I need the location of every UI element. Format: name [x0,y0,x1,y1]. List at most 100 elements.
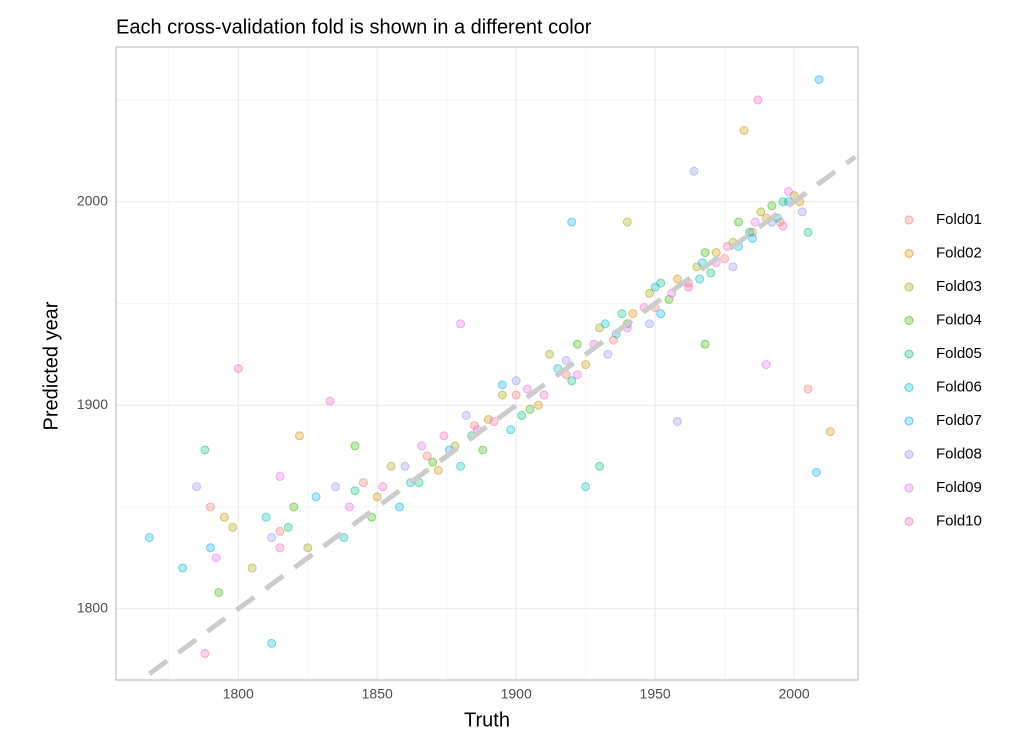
point [728,262,738,272]
point [767,201,777,211]
point [720,254,730,264]
point [344,502,354,512]
point [456,461,466,471]
point [572,339,582,349]
y-tick-label: 2000 [77,192,108,208]
point [506,425,516,435]
point [600,319,610,329]
point [825,427,835,437]
legend-swatch [904,282,914,292]
point [672,274,682,284]
legend-label: Fold05 [936,345,982,362]
point [233,364,243,374]
point [622,217,632,227]
point [350,441,360,451]
point [753,95,763,105]
point [428,457,438,467]
point [522,384,532,394]
point [761,360,771,370]
point [461,410,471,420]
point [289,502,299,512]
point [561,355,571,365]
point [811,467,821,477]
identity-line [147,154,857,676]
point [303,543,313,553]
point [797,207,807,217]
point [778,221,788,231]
point [572,370,582,380]
point [567,217,577,227]
chart-subtitle: Each cross-validation fold is shown in a… [116,16,592,38]
point [275,471,285,481]
point [331,482,341,492]
legend-label: Fold10 [936,512,982,529]
point [511,376,521,386]
point [700,248,710,258]
point [247,563,257,573]
point [803,227,813,237]
legend-label: Fold07 [936,412,982,429]
point [711,248,721,258]
point [617,309,627,319]
point [219,512,229,522]
x-axis-title: Truth [464,709,510,731]
point [814,75,824,85]
legend-swatch [904,416,914,426]
point [267,533,277,543]
point [386,461,396,471]
point [567,376,577,386]
x-tick-label: 1900 [501,686,532,702]
point [628,309,638,319]
point [656,309,666,319]
point [750,217,760,227]
point [511,390,521,400]
point [581,482,591,492]
point [417,441,427,451]
point [734,217,744,227]
point [478,445,488,455]
y-tick-label: 1800 [77,599,108,615]
legend-swatch [904,383,914,392]
point [645,319,655,329]
point [400,461,410,471]
legend-label: Fold09 [936,479,982,496]
point [489,417,499,427]
legend-label: Fold08 [936,445,982,462]
x-tick-label: 1950 [640,686,671,702]
point [358,478,368,488]
legend-swatch [904,349,914,359]
point [283,522,293,532]
point [200,649,210,659]
point [533,400,543,410]
point [378,482,388,492]
point [545,349,555,359]
point [211,553,221,563]
point [497,390,507,400]
point [603,349,613,359]
x-tick-label: 2000 [779,686,810,702]
point [228,522,238,532]
point [311,492,321,502]
x-tick-label: 1850 [362,686,393,702]
y-tick-label: 1900 [77,396,108,412]
point [267,638,277,648]
point [756,207,766,217]
point [456,319,466,329]
legend-swatch [904,483,914,493]
legend-swatch [904,316,914,325]
point [672,417,682,427]
y-axis-title: Predicted year [40,301,62,430]
point [700,339,710,349]
legend-label: Fold01 [936,211,982,228]
point [261,512,271,522]
point [325,396,335,406]
x-tick-label: 1800 [223,686,254,702]
point [650,282,660,292]
point [595,461,605,471]
point [275,543,285,553]
legend-swatch [904,450,914,459]
point [205,543,215,553]
legend-label: Fold04 [936,311,982,328]
point [192,482,202,492]
